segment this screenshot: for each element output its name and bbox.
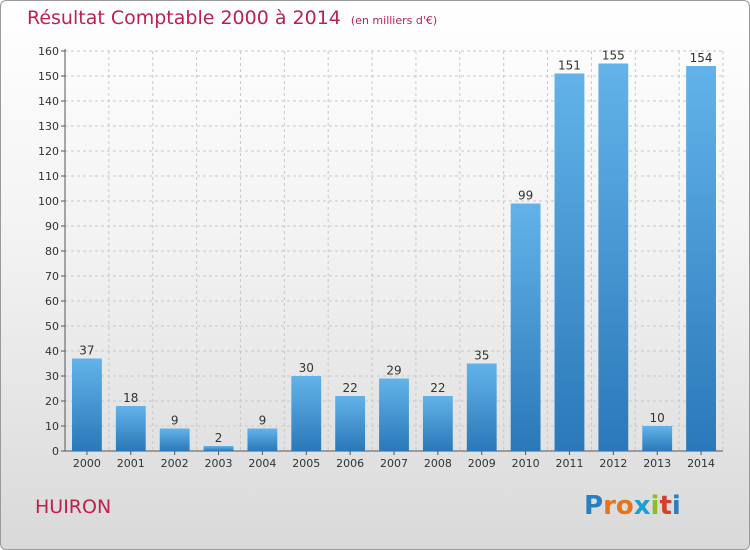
x-tick-label: 2006 (336, 457, 364, 470)
logo-letter: i (650, 491, 660, 521)
logo-letter: t (659, 491, 672, 521)
data-label: 9 (171, 414, 179, 428)
bar-2006 (335, 396, 366, 451)
chart-subtitle: (en milliers d'€) (350, 14, 438, 27)
proxiti-logo: Proxiti (584, 491, 681, 521)
logo-letter: P (584, 491, 604, 521)
chart-title: Résultat Comptable 2000 à 2014 (27, 7, 341, 29)
data-label: 151 (558, 59, 581, 73)
y-tick-label: 20 (45, 395, 59, 408)
bar-2005 (291, 376, 322, 451)
bar-2004 (247, 428, 278, 451)
y-tick-label: 60 (45, 295, 59, 308)
y-tick-label: 90 (45, 220, 59, 233)
x-tick-label: 2001 (117, 457, 145, 470)
x-tick-label: 2000 (73, 457, 101, 470)
data-label: 22 (342, 381, 357, 395)
chart-title-block: Résultat Comptable 2000 à 2014 (en millie… (27, 7, 437, 29)
y-tick-label: 10 (45, 420, 59, 433)
y-tick-label: 40 (45, 345, 59, 358)
y-tick-label: 80 (45, 245, 59, 258)
y-tick-label: 160 (38, 45, 59, 58)
x-tick-label: 2011 (555, 457, 583, 470)
y-tick-label: 110 (38, 170, 59, 183)
x-tick-label: 2009 (468, 457, 496, 470)
y-tick-label: 130 (38, 120, 59, 133)
x-tick-label: 2014 (687, 457, 715, 470)
data-label: 37 (79, 344, 94, 358)
bar-2001 (115, 406, 146, 451)
bar-2000 (72, 358, 102, 451)
y-tick-label: 140 (38, 95, 59, 108)
x-tick-label: 2010 (512, 457, 540, 470)
data-label: 9 (259, 414, 267, 428)
bar-2007 (379, 378, 409, 451)
bar-2008 (422, 396, 453, 451)
data-label: 99 (518, 189, 533, 203)
y-tick-label: 70 (45, 270, 59, 283)
x-tick-label: 2013 (643, 457, 671, 470)
x-tick-label: 2012 (599, 457, 627, 470)
y-tick-label: 0 (52, 445, 59, 458)
x-tick-label: 2002 (161, 457, 189, 470)
bar-2003 (203, 446, 234, 451)
y-tick-label: 100 (38, 195, 59, 208)
y-tick-label: 30 (45, 370, 59, 383)
data-label: 155 (602, 49, 625, 63)
x-tick-label: 2004 (248, 457, 276, 470)
x-tick-label: 2005 (292, 457, 320, 470)
bar-2010 (510, 203, 541, 451)
data-label: 22 (430, 381, 445, 395)
place-name: HUIRON (35, 496, 112, 518)
bar-2011 (554, 73, 585, 451)
y-tick-label: 50 (45, 320, 59, 333)
bar-2013 (642, 426, 673, 451)
bar-2014 (686, 66, 716, 451)
data-label: 29 (386, 364, 401, 378)
data-label: 30 (299, 361, 314, 375)
y-tick-label: 150 (38, 70, 59, 83)
x-tick-label: 2008 (424, 457, 452, 470)
x-tick-label: 2007 (380, 457, 408, 470)
data-label: 18 (123, 391, 138, 405)
bar-2002 (159, 428, 190, 451)
x-tick-label: 2003 (205, 457, 233, 470)
logo-letter: o (615, 491, 634, 521)
data-label: 154 (690, 51, 713, 65)
data-label: 10 (650, 411, 665, 425)
logo-letter: i (671, 491, 681, 521)
y-tick-label: 120 (38, 145, 59, 158)
bar-2012 (598, 63, 629, 451)
data-label: 35 (474, 349, 489, 363)
logo-letter: r (603, 491, 616, 521)
bars (72, 63, 716, 451)
data-label: 2 (215, 431, 223, 445)
logo-letter: x (633, 491, 651, 521)
bar-2009 (466, 363, 497, 451)
